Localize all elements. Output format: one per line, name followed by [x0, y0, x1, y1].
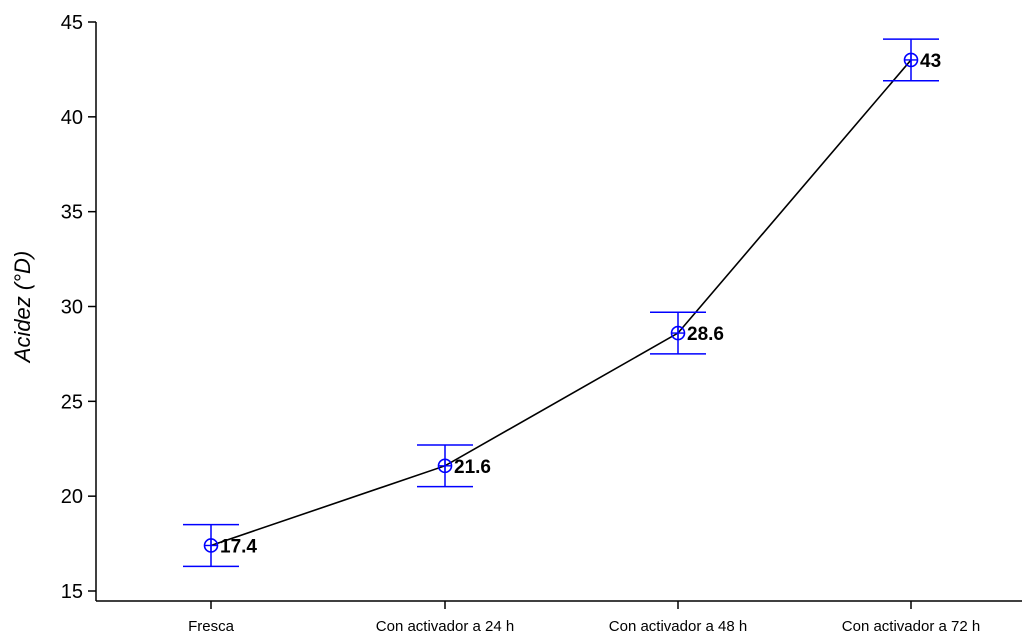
data-label: 28.6	[687, 324, 724, 345]
series-line	[210, 59, 912, 547]
data-labels: 17.4 21.6 28.6 43	[220, 51, 941, 558]
y-tick-label: 15	[61, 581, 83, 603]
x-ticks: Fresca Con activador a 24 h Con activador …	[188, 601, 980, 635]
y-axis-label: Acidez (°D)	[10, 251, 35, 364]
data-label: 43	[920, 51, 941, 72]
y-ticks: 15 20 25 30 35 40 45	[61, 12, 96, 603]
markers	[203, 52, 919, 553]
series-polyline	[210, 59, 912, 547]
data-point-marker	[903, 52, 919, 68]
x-tick-label: Con activador a 48 h	[609, 618, 747, 635]
data-label: 17.4	[220, 536, 257, 557]
x-tick-label: Con activador a 72 h	[842, 618, 980, 635]
y-tick-label: 40	[61, 107, 83, 129]
y-tick-label: 25	[61, 391, 83, 413]
x-tick-label: Con activador a 24 h	[376, 618, 514, 635]
y-tick-label: 30	[61, 297, 83, 319]
y-tick-label: 45	[61, 12, 83, 34]
error-bars	[183, 38, 939, 568]
axes	[95, 22, 1022, 602]
y-tick-label: 35	[61, 202, 83, 224]
x-tick-label: Fresca	[188, 618, 235, 635]
data-point-marker	[203, 538, 219, 553]
data-point-marker	[437, 458, 453, 474]
data-point-marker	[670, 325, 686, 341]
y-tick-label: 20	[61, 486, 83, 508]
data-label: 21.6	[454, 457, 491, 478]
